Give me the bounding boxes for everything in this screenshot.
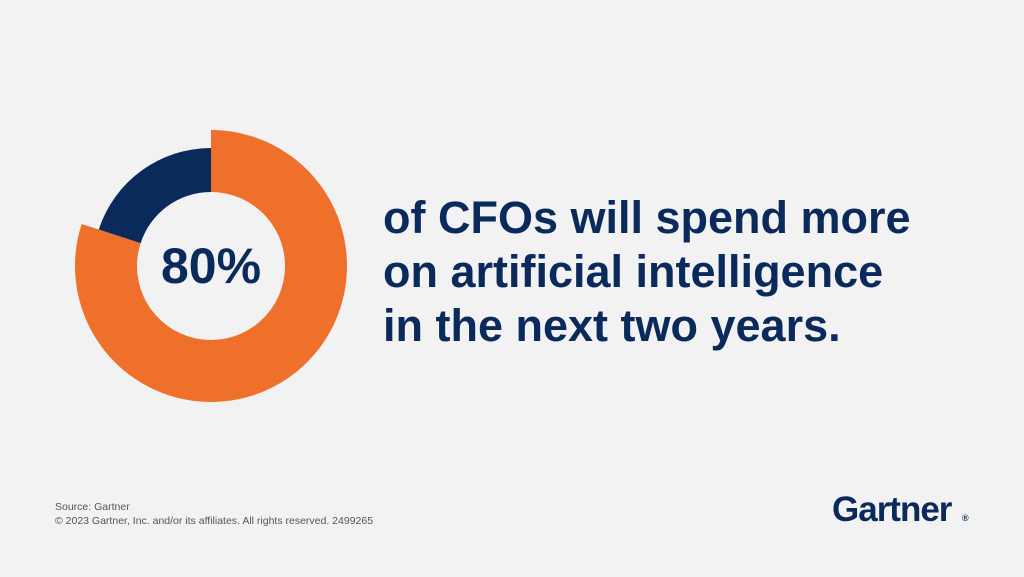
center-value: 80%	[161, 238, 261, 294]
headline-line: on artificial intelligence	[383, 246, 883, 297]
logo: Gartner	[832, 490, 953, 529]
source: Source: Gartner	[55, 501, 130, 513]
headline-line: of CFOs will spend more	[383, 192, 911, 243]
donut-segment	[98, 148, 211, 244]
donut-segment	[74, 130, 348, 402]
footnote: © 2023 Gartner, Inc. and/or its affiliat…	[55, 515, 373, 527]
headline-line: in the next two years.	[383, 300, 841, 351]
logo-mark: ®	[962, 513, 969, 523]
